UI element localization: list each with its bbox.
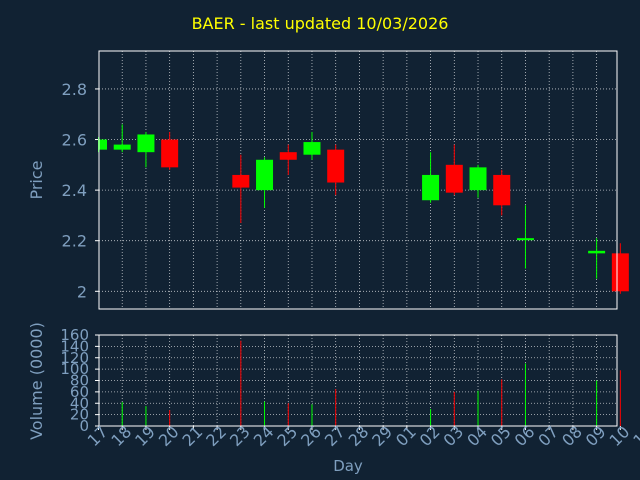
candle-body <box>422 174 440 201</box>
candle-body <box>516 238 534 241</box>
candle-body <box>611 253 629 292</box>
volume-ytick-label: 160 <box>60 326 89 344</box>
volume-ytick-label: 40 <box>70 394 89 412</box>
volume-ytick-label: 80 <box>70 372 89 390</box>
candle-body <box>445 164 463 193</box>
candle-body <box>279 152 297 160</box>
candle-body <box>469 167 487 191</box>
candle-body <box>99 139 107 150</box>
volume-axis-title: Volume (0000) <box>27 322 46 440</box>
volume-ytick-label: 0 <box>79 417 89 435</box>
price-ytick-label: 2.4 <box>62 181 87 200</box>
candle-body <box>256 159 274 191</box>
candle-body <box>327 149 345 183</box>
candle-body <box>137 134 155 153</box>
candle-body <box>113 144 131 150</box>
price-ytick-label: 2 <box>77 282 87 301</box>
price-axis-title: Price <box>27 160 46 199</box>
chart-title: BAER - last updated 10/03/2026 <box>191 14 449 33</box>
candle-body <box>161 139 179 168</box>
x-axis-title: Day <box>333 457 363 475</box>
candle-body <box>232 174 250 188</box>
volume-ytick-label: 120 <box>60 349 89 367</box>
price-ytick-label: 2.8 <box>62 80 87 99</box>
x-tick-label: 11 <box>629 422 640 450</box>
volume-ytick-label: 60 <box>70 383 89 401</box>
volume-ytick-label: 140 <box>60 337 89 355</box>
price-ytick-label: 2.2 <box>62 232 87 251</box>
volume-ytick-label: 100 <box>60 360 89 378</box>
volume-panel-frame <box>98 334 618 427</box>
price-ytick-label: 2.6 <box>62 131 87 150</box>
candle-body <box>493 174 511 206</box>
price-panel-frame <box>98 50 618 310</box>
candle-body <box>588 250 606 254</box>
candle-body <box>303 142 321 155</box>
volume-ytick-label: 20 <box>70 406 89 424</box>
